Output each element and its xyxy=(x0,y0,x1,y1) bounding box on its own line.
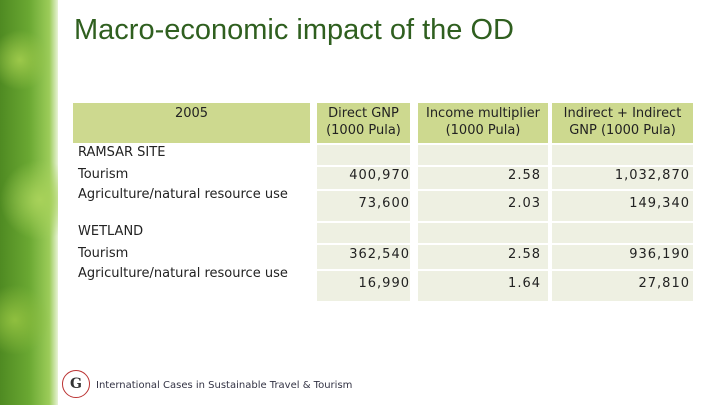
title: Macro-economic impact of the OD xyxy=(74,14,514,46)
cell-background xyxy=(552,223,693,243)
cell-background xyxy=(552,167,693,189)
cell-background xyxy=(418,191,548,221)
cell-value: 16,990 xyxy=(358,276,410,291)
column-header: 2005 xyxy=(73,103,310,143)
cell-value: 1.64 xyxy=(508,276,541,291)
column-header: Direct GNP (1000 Pula) xyxy=(317,103,410,143)
cell-background xyxy=(317,191,410,221)
section-label: RAMSAR SITE xyxy=(78,145,166,160)
cell-value: 149,340 xyxy=(629,196,690,211)
cell-value: 1,032,870 xyxy=(614,168,690,183)
logo: G xyxy=(62,370,90,398)
cell-background xyxy=(418,271,548,301)
cell-background xyxy=(418,167,548,189)
column-header: Income multiplier (1000 Pula) xyxy=(418,103,548,143)
cell-background xyxy=(317,145,410,165)
cell-value: 2.03 xyxy=(508,196,541,211)
cell-background xyxy=(552,191,693,221)
section-label: WETLAND xyxy=(78,224,144,239)
row-label: Agriculture/natural resource use xyxy=(78,266,288,281)
cell-value: 2.58 xyxy=(508,247,541,262)
cell-background xyxy=(552,245,693,269)
cell-background xyxy=(317,271,410,301)
cell-background xyxy=(418,223,548,243)
cell-background xyxy=(317,245,410,269)
cell-value: 936,190 xyxy=(629,247,690,262)
cell-value: 27,810 xyxy=(638,276,690,291)
row-label: Tourism xyxy=(78,167,129,182)
decorative-strip xyxy=(0,0,58,405)
cell-background xyxy=(317,223,410,243)
cell-value: 2.58 xyxy=(508,168,541,183)
cell-value: 400,970 xyxy=(349,168,410,183)
footer: International Cases in Sustainable Trave… xyxy=(96,380,353,391)
cell-background xyxy=(552,145,693,165)
cell-background xyxy=(418,245,548,269)
column-header: Indirect + Indirect GNP (1000 Pula) xyxy=(552,103,693,143)
cell-background xyxy=(552,271,693,301)
cell-value: 362,540 xyxy=(349,247,410,262)
row-label: Tourism xyxy=(78,246,129,261)
row-label: Agriculture/natural resource use xyxy=(78,187,288,202)
cell-background xyxy=(418,145,548,165)
cell-value: 73,600 xyxy=(358,196,410,211)
cell-background xyxy=(317,167,410,189)
